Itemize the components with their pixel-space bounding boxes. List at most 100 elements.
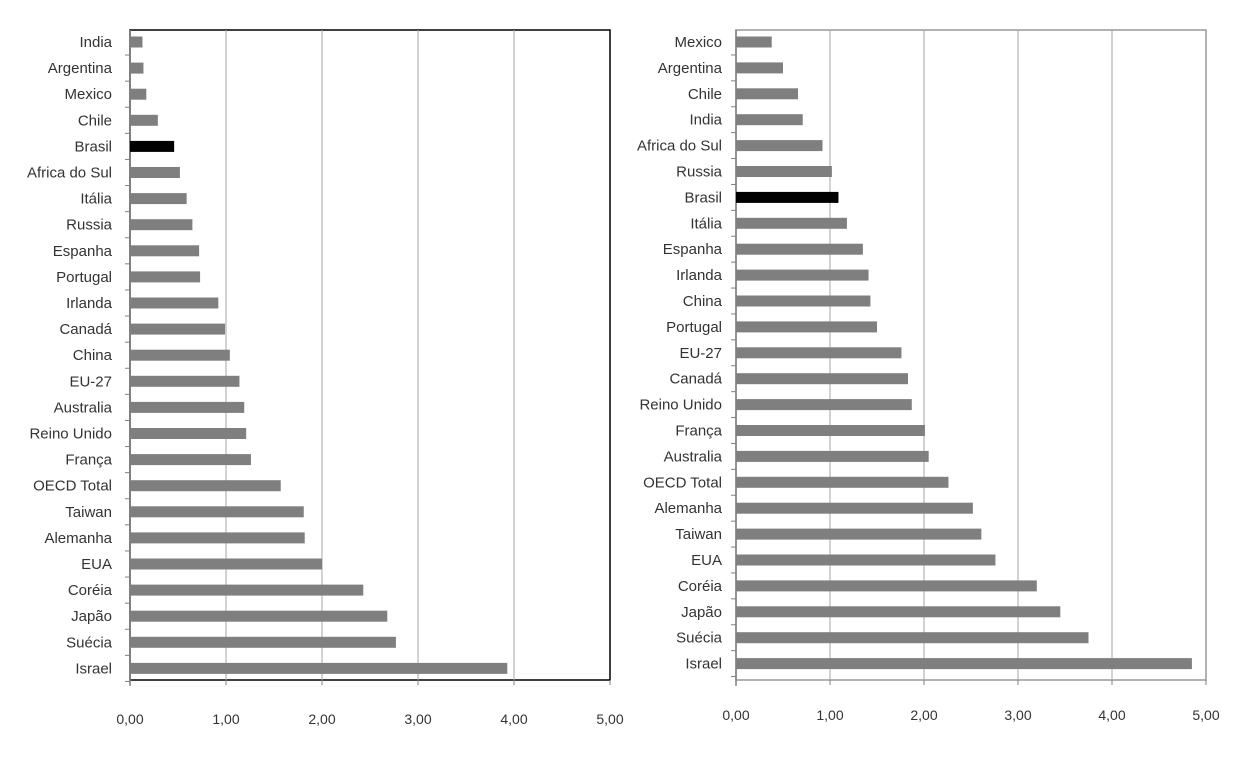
- x-tick-label: 3,00: [1004, 707, 1031, 723]
- bar: [736, 528, 982, 540]
- category-label: Coréia: [68, 582, 113, 599]
- bar: [130, 219, 193, 231]
- category-label: Canadá: [59, 321, 112, 338]
- category-label: Argentina: [658, 60, 723, 77]
- bar: [130, 662, 508, 674]
- category-label: Mexico: [674, 34, 722, 51]
- category-label: India: [79, 34, 112, 51]
- category-label: Itália: [690, 215, 722, 232]
- bar: [736, 295, 871, 307]
- x-tick-label: 5,00: [1192, 707, 1219, 723]
- category-label: OECD Total: [33, 478, 112, 495]
- bar: [736, 114, 803, 126]
- bar: [736, 191, 839, 203]
- bar: [736, 243, 863, 255]
- bar: [130, 245, 200, 257]
- bar: [736, 425, 925, 436]
- x-tick-label: 2,00: [910, 707, 937, 723]
- category-label: Chile: [78, 112, 112, 129]
- category-label: Russia: [676, 164, 723, 181]
- bar: [130, 62, 144, 74]
- bar: [736, 476, 949, 488]
- category-label: China: [683, 293, 723, 310]
- category-label: Alemanha: [44, 530, 112, 547]
- x-tick-label: 2,00: [308, 711, 335, 727]
- category-label: Argentina: [48, 60, 113, 77]
- category-label: Mexico: [64, 86, 112, 103]
- category-label: EUA: [81, 556, 112, 573]
- category-label: Espanha: [53, 243, 113, 260]
- bar: [736, 658, 1192, 670]
- bar: [130, 140, 175, 152]
- category-label: Portugal: [666, 319, 722, 336]
- x-tick-label: 5,00: [596, 711, 623, 727]
- bar: [130, 454, 251, 466]
- x-tick-label: 4,00: [1098, 707, 1125, 723]
- bar: [130, 428, 247, 439]
- category-label: Russia: [66, 217, 113, 234]
- category-label: Chile: [688, 86, 722, 103]
- bar: [130, 88, 147, 100]
- category-label: Irlanda: [676, 267, 723, 284]
- bar: [736, 450, 929, 462]
- bar: [130, 349, 230, 361]
- bar: [736, 554, 996, 566]
- category-label: Suécia: [66, 634, 113, 651]
- x-tick-label: 1,00: [816, 707, 843, 723]
- category-label: Coréia: [678, 578, 723, 595]
- category-label: EU-27: [679, 345, 722, 362]
- bar: [130, 36, 143, 48]
- bar: [736, 347, 902, 359]
- bar: [130, 610, 388, 622]
- category-label: Australia: [54, 399, 113, 416]
- bar: [130, 480, 281, 492]
- bar: [130, 506, 304, 518]
- category-label: França: [675, 423, 722, 440]
- category-label: Espanha: [663, 241, 723, 258]
- category-label: França: [65, 452, 112, 469]
- category-label: Africa do Sul: [27, 165, 112, 182]
- bar: [130, 558, 322, 570]
- category-label: Japão: [681, 604, 722, 621]
- bar: [736, 606, 1061, 618]
- chart-left: 0,00 1,00 2,00 3,00 4,00 5,00 India Argentina Me…: [27, 29, 624, 727]
- bar: [736, 62, 783, 74]
- bar: [130, 532, 305, 544]
- bar: [130, 114, 158, 126]
- bar: [130, 401, 245, 413]
- x-tick-label: 3,00: [404, 711, 431, 727]
- category-label: Australia: [664, 448, 723, 465]
- category-label: Canadá: [669, 371, 722, 388]
- bar: [130, 297, 219, 309]
- x-tick-label: 0,00: [116, 711, 143, 727]
- x-tick-label: 1,00: [212, 711, 239, 727]
- category-label: Taiwan: [675, 526, 722, 543]
- bar: [130, 375, 240, 387]
- category-label: Reino Unido: [29, 426, 112, 443]
- x-tick-label: 4,00: [500, 711, 527, 727]
- bar: [736, 399, 912, 411]
- category-label: Irlanda: [66, 295, 113, 312]
- bar: [130, 584, 364, 596]
- x-tick-label: 0,00: [722, 707, 749, 723]
- category-label: India: [689, 112, 722, 129]
- bar: [736, 217, 847, 229]
- category-label: Japão: [71, 608, 112, 625]
- category-label: Brasil: [684, 189, 722, 206]
- bar: [736, 373, 909, 385]
- bar: [736, 502, 973, 514]
- bar: [130, 271, 201, 283]
- bar: [130, 636, 396, 648]
- category-label: Itália: [80, 191, 112, 208]
- category-label: Taiwan: [65, 504, 112, 521]
- category-label: OECD Total: [643, 474, 722, 491]
- bar: [736, 321, 877, 333]
- category-label: Alemanha: [654, 500, 722, 517]
- bar: [130, 323, 226, 335]
- category-label: EU-27: [69, 373, 112, 390]
- category-label: Portugal: [56, 269, 112, 286]
- bar: [736, 140, 823, 152]
- bar: [736, 88, 799, 100]
- category-label: Africa do Sul: [637, 138, 722, 155]
